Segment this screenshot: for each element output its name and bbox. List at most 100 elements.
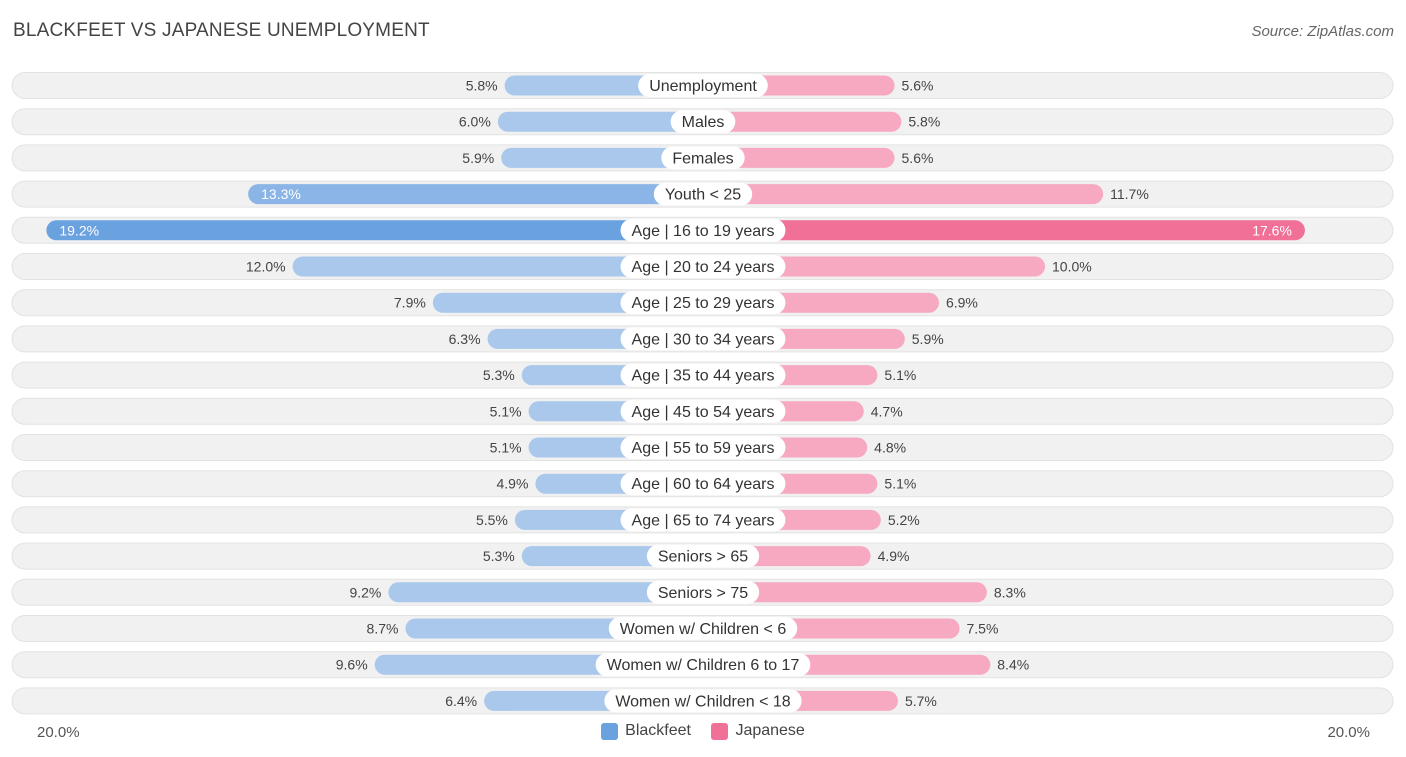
value-label-blackfeet: 19.2% bbox=[59, 222, 99, 238]
category-label: Seniors > 75 bbox=[658, 585, 748, 602]
chart-row: 5.1% 4.7% Age | 45 to 54 years bbox=[11, 397, 1394, 425]
chart-row: 12.0% 10.0% Age | 20 to 24 years bbox=[11, 253, 1394, 280]
chart-row: 6.3% 5.9% Age | 30 to 34 years bbox=[11, 325, 1394, 353]
legend: Blackfeet Japanese bbox=[0, 722, 1406, 745]
value-label-blackfeet: 5.5% bbox=[476, 512, 508, 528]
chart-row: 7.9% 6.9% Age | 25 to 29 years bbox=[11, 289, 1394, 317]
bar-blackfeet bbox=[501, 147, 703, 168]
chart-row: 4.9% 5.1% Age | 60 to 64 years bbox=[11, 470, 1394, 498]
bar-blackfeet bbox=[248, 184, 703, 205]
category-label-background bbox=[620, 291, 786, 315]
value-label-blackfeet: 9.6% bbox=[336, 657, 368, 673]
value-label-blackfeet: 5.1% bbox=[490, 403, 522, 419]
bar-japanese bbox=[703, 111, 902, 132]
chart-row: 5.8% 5.6% Unemployment bbox=[11, 72, 1394, 99]
value-label-blackfeet: 4.9% bbox=[496, 476, 528, 492]
category-label: Females bbox=[672, 150, 733, 167]
value-label-blackfeet: 5.1% bbox=[490, 440, 522, 456]
bar-blackfeet bbox=[497, 111, 703, 132]
category-label-background bbox=[620, 399, 786, 423]
legend-item-japanese: Japanese bbox=[711, 722, 805, 740]
bar-japanese bbox=[703, 582, 987, 603]
category-label-background bbox=[620, 472, 786, 496]
category-label: Age | 45 to 54 years bbox=[632, 404, 775, 421]
chart-row: 6.4% 5.7% Women w/ Children < 18 bbox=[11, 687, 1394, 715]
value-label-japanese: 5.6% bbox=[902, 78, 934, 94]
category-label: Males bbox=[682, 114, 725, 131]
category-label: Age | 65 to 74 years bbox=[632, 512, 775, 529]
value-label-japanese: 8.4% bbox=[997, 657, 1029, 673]
chart-row: 8.7% 7.5% Women w/ Children < 6 bbox=[11, 615, 1394, 642]
category-label: Seniors > 65 bbox=[658, 549, 748, 566]
chart-row: 5.3% 5.1% Age | 35 to 44 years bbox=[11, 361, 1394, 389]
value-label-japanese: 11.7% bbox=[1110, 186, 1149, 202]
value-label-blackfeet: 13.3% bbox=[261, 186, 301, 202]
legend-label-japanese: Japanese bbox=[735, 722, 805, 739]
value-label-blackfeet: 5.9% bbox=[462, 150, 494, 166]
value-label-blackfeet: 12.0% bbox=[246, 259, 286, 275]
category-label: Women w/ Children < 18 bbox=[615, 693, 790, 710]
category-label-background bbox=[620, 436, 786, 459]
category-label: Age | 16 to 19 years bbox=[632, 223, 775, 240]
bar-blackfeet bbox=[292, 256, 703, 277]
category-label: Age | 30 to 34 years bbox=[632, 331, 775, 348]
value-label-japanese: 8.3% bbox=[994, 584, 1026, 600]
category-label: Age | 35 to 44 years bbox=[632, 368, 775, 385]
value-label-blackfeet: 5.8% bbox=[466, 78, 498, 94]
value-label-japanese: 10.0% bbox=[1052, 259, 1092, 275]
category-label-background bbox=[608, 617, 798, 640]
value-label-blackfeet: 5.3% bbox=[483, 367, 515, 383]
value-label-blackfeet: 8.7% bbox=[367, 621, 399, 637]
value-label-japanese: 5.1% bbox=[884, 476, 916, 492]
chart-row: 19.2% 17.6% Age | 16 to 19 years bbox=[11, 216, 1394, 244]
category-label-background bbox=[620, 363, 786, 387]
legend-swatch-japanese bbox=[711, 722, 729, 740]
value-label-blackfeet: 9.2% bbox=[349, 584, 381, 600]
chart-row: 9.6% 8.4% Women w/ Children 6 to 17 bbox=[11, 651, 1394, 679]
value-label-blackfeet: 6.3% bbox=[449, 331, 481, 347]
bar-japanese bbox=[703, 147, 895, 168]
axis-right-label: 20.0% bbox=[1327, 724, 1370, 741]
category-label-background bbox=[646, 544, 760, 568]
category-label-background bbox=[595, 653, 811, 677]
category-label-background bbox=[620, 327, 786, 351]
legend-swatch-blackfeet bbox=[601, 722, 619, 740]
value-label-blackfeet: 6.0% bbox=[459, 114, 491, 130]
category-label: Women w/ Children 6 to 17 bbox=[607, 657, 800, 674]
legend-item-blackfeet: Blackfeet bbox=[601, 722, 691, 740]
bar-blackfeet bbox=[46, 220, 704, 241]
category-label-background bbox=[604, 689, 802, 713]
category-label: Youth < 25 bbox=[665, 187, 741, 204]
value-label-japanese: 5.8% bbox=[908, 114, 940, 130]
category-label: Age | 20 to 24 years bbox=[632, 259, 775, 276]
value-label-japanese: 5.7% bbox=[905, 693, 937, 709]
value-label-japanese: 17.6% bbox=[1252, 222, 1292, 238]
value-label-japanese: 4.8% bbox=[874, 440, 906, 456]
axis-left-label: 20.0% bbox=[37, 724, 80, 741]
value-label-blackfeet: 5.3% bbox=[483, 548, 515, 564]
category-label: Age | 55 to 59 years bbox=[632, 440, 775, 457]
chart-row: 5.5% 5.2% Age | 65 to 74 years bbox=[11, 506, 1394, 534]
value-label-japanese: 6.9% bbox=[946, 295, 978, 311]
category-label-background bbox=[620, 508, 786, 532]
value-label-japanese: 5.1% bbox=[884, 367, 916, 383]
chart-row: 6.0% 5.8% Males bbox=[11, 108, 1394, 136]
category-label-background bbox=[661, 146, 745, 170]
value-label-japanese: 5.6% bbox=[902, 150, 934, 166]
category-label-background bbox=[620, 255, 786, 278]
category-label: Women w/ Children < 6 bbox=[620, 621, 787, 638]
chart-row: 5.3% 4.9% Seniors > 65 bbox=[11, 542, 1394, 570]
value-label-japanese: 4.7% bbox=[871, 403, 903, 419]
bar-japanese bbox=[703, 220, 1305, 241]
category-label-background bbox=[670, 110, 736, 134]
chart-title: BLACKFEET VS JAPANESE UNEMPLOYMENT bbox=[13, 20, 430, 41]
bar-blackfeet bbox=[388, 582, 703, 603]
category-label: Age | 25 to 29 years bbox=[632, 295, 775, 312]
category-label-background bbox=[646, 580, 760, 604]
value-label-japanese: 4.9% bbox=[878, 548, 910, 564]
value-label-japanese: 5.2% bbox=[888, 512, 920, 528]
chart-row: 13.3% 11.7% Youth < 25 bbox=[11, 180, 1394, 208]
chart-row: 5.9% 5.6% Females bbox=[11, 144, 1394, 172]
value-label-japanese: 7.5% bbox=[967, 621, 999, 637]
